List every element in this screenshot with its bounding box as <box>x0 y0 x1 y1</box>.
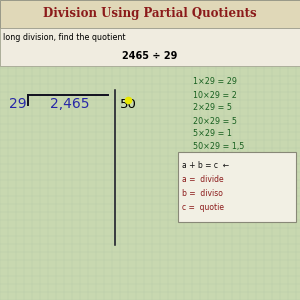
Text: b =  diviso: b = diviso <box>182 188 223 197</box>
Text: Division Using Partial Quotients: Division Using Partial Quotients <box>43 8 257 20</box>
Text: a + b = c  ←: a + b = c ← <box>182 160 229 169</box>
Text: 5×29 = 1: 5×29 = 1 <box>193 130 232 139</box>
Text: 2×29 = 5: 2×29 = 5 <box>193 103 232 112</box>
Text: 10×29 = 2: 10×29 = 2 <box>193 91 237 100</box>
Bar <box>178 152 296 222</box>
Text: c =  quotie: c = quotie <box>182 202 224 211</box>
Text: 2465 ÷ 29: 2465 ÷ 29 <box>122 51 178 61</box>
Text: 20×29 = 5: 20×29 = 5 <box>193 116 237 125</box>
Text: 29: 29 <box>9 97 27 111</box>
Text: long division, find the quotient: long division, find the quotient <box>3 32 125 41</box>
Text: 50: 50 <box>120 98 137 112</box>
Text: 50×29 = 1,5: 50×29 = 1,5 <box>193 142 244 152</box>
Text: a =  divide: a = divide <box>182 175 224 184</box>
Bar <box>0 0 300 28</box>
Text: 1×29 = 29: 1×29 = 29 <box>193 77 237 86</box>
Text: 2,465: 2,465 <box>50 97 90 111</box>
Bar <box>0 28 300 66</box>
